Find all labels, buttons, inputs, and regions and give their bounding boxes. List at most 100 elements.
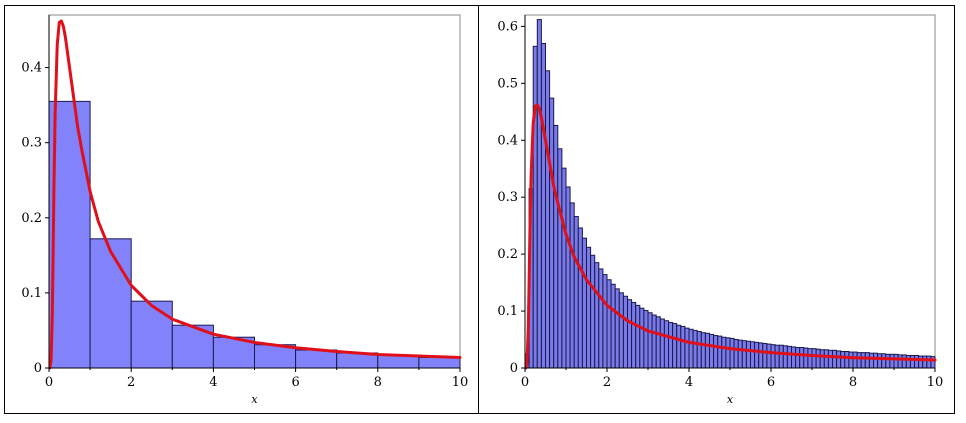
histogram-bar [795, 347, 801, 369]
histogram-bar [651, 314, 657, 369]
histogram-bar [893, 353, 899, 369]
histogram-bar [663, 320, 670, 369]
histogram-bar [659, 318, 665, 369]
histogram-bar [631, 302, 637, 369]
histogram-bar [676, 324, 682, 369]
histogram-bar [704, 332, 711, 369]
x-tick-label: 6 [291, 375, 299, 390]
histogram-bar [926, 355, 932, 369]
histogram-bar [909, 354, 916, 369]
histogram-bar [815, 348, 821, 369]
histogram-bar [561, 167, 567, 369]
histogram-bar [881, 353, 887, 369]
histogram-bar [598, 268, 604, 369]
y-tick-label: 0.4 [497, 133, 518, 148]
histogram-bar [852, 351, 858, 369]
histogram-bar [786, 345, 793, 369]
histogram-bar [733, 339, 739, 369]
histogram-bar [717, 335, 723, 369]
histogram-bar [709, 333, 715, 369]
histogram-bar [832, 349, 838, 369]
y-tick-label: 0.2 [497, 247, 518, 262]
histogram-bar [856, 352, 862, 369]
histogram-bar [622, 295, 629, 369]
y-tick-label: 0.3 [497, 190, 518, 205]
histogram-bar [745, 340, 752, 369]
histogram-bar [573, 216, 579, 369]
histogram-bar [864, 352, 870, 369]
histogram-bar [770, 344, 776, 369]
y-tick-label: 0.4 [21, 61, 42, 76]
histogram-bar [627, 299, 633, 369]
histogram-bar [848, 351, 854, 369]
histogram-bar [778, 344, 784, 369]
x-tick-label: 10 [927, 375, 944, 390]
x-tick-label: 4 [209, 375, 217, 390]
histogram-bar [688, 328, 694, 369]
histogram-bar [532, 45, 538, 369]
histogram-bar [737, 339, 743, 369]
histogram-bar [594, 262, 600, 369]
histogram-bar [811, 348, 817, 369]
histogram-bar [819, 349, 825, 369]
figure-frame [4, 5, 955, 414]
histogram-bar [643, 309, 649, 369]
histogram-bar [889, 353, 895, 369]
histogram-bar [868, 352, 875, 369]
histogram-bar [713, 335, 719, 369]
x-tick-label: 2 [127, 375, 135, 390]
histogram-bar [823, 349, 829, 369]
histogram-bar [672, 323, 678, 369]
histogram-bar [807, 348, 813, 369]
histogram-bar [725, 337, 731, 369]
histogram-bar [635, 304, 641, 369]
panel-divider [478, 5, 479, 414]
x-tick-label: 10 [452, 375, 469, 390]
x-tick-label: 4 [685, 375, 693, 390]
histogram-bar [897, 354, 903, 369]
histogram-bar [930, 356, 936, 369]
y-tick-label: 0.1 [21, 286, 42, 301]
histogram-bar [680, 325, 686, 369]
histogram-bar [606, 279, 612, 369]
histogram-bar [918, 355, 924, 369]
histogram-bar [581, 237, 588, 369]
y-tick-label: 0.5 [497, 76, 518, 91]
x-tick-label: 8 [849, 375, 857, 390]
y-tick-label: 0 [34, 361, 42, 376]
histogram-bar [885, 353, 891, 369]
histogram-bar [873, 352, 879, 369]
histogram-bar [618, 292, 624, 369]
histogram-bar [840, 350, 846, 369]
histogram-bar [557, 148, 563, 369]
histogram-bar [905, 354, 911, 369]
histogram-bar [827, 349, 834, 369]
histogram-bar [565, 186, 571, 369]
histogram-bar [754, 341, 760, 369]
histogram-bar [877, 353, 883, 369]
histogram-bar [668, 321, 674, 369]
x-tick-label: 0 [45, 375, 53, 390]
histogram-bar [536, 19, 542, 369]
histogram-bar [590, 254, 596, 369]
histogram-bar [750, 341, 756, 369]
histogram-bar [647, 312, 653, 369]
y-tick-label: 0.3 [21, 136, 42, 151]
histogram-bar [577, 227, 583, 369]
histogram-bar [758, 342, 764, 369]
histogram-bar [721, 336, 727, 369]
histogram-bar [860, 352, 866, 369]
histogram-bar [836, 350, 842, 369]
histogram-bar [89, 238, 132, 369]
histogram-bar [782, 345, 788, 369]
histogram-bar [774, 344, 780, 369]
x-tick-label: 6 [767, 375, 775, 390]
histogram-bar [655, 316, 661, 369]
x-tick-label: 8 [374, 375, 382, 390]
x-axis-label: x [251, 393, 258, 406]
histogram-bar [639, 307, 645, 369]
density-curve [48, 19, 462, 370]
histogram-bar [602, 274, 608, 369]
histogram-bar [684, 327, 690, 369]
